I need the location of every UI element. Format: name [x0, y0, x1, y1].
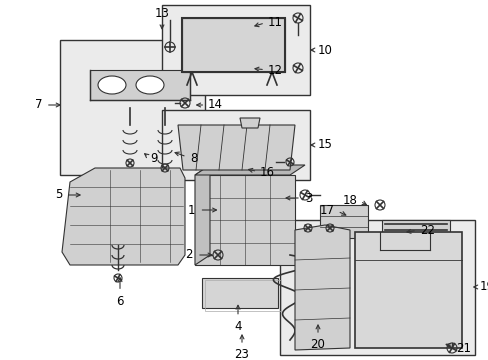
Text: 10: 10	[317, 44, 332, 57]
Polygon shape	[319, 205, 367, 238]
Bar	[280, 220, 474, 355]
Text: 5: 5	[55, 189, 62, 202]
Polygon shape	[178, 125, 294, 170]
Text: 20: 20	[310, 338, 325, 351]
Polygon shape	[62, 168, 184, 265]
Bar	[204, 280, 281, 311]
Polygon shape	[90, 70, 190, 100]
Polygon shape	[195, 165, 209, 265]
Polygon shape	[240, 118, 260, 128]
Text: 7: 7	[35, 99, 42, 112]
Text: 9: 9	[150, 152, 157, 165]
Bar	[202, 278, 278, 308]
Bar	[381, 220, 449, 252]
Text: 8: 8	[190, 152, 197, 165]
Text: 12: 12	[267, 63, 283, 77]
Text: 14: 14	[207, 99, 223, 112]
Ellipse shape	[98, 76, 126, 94]
Text: 11: 11	[267, 15, 283, 28]
Text: 3: 3	[305, 192, 312, 204]
Text: 15: 15	[317, 139, 332, 152]
Text: 13: 13	[154, 7, 169, 20]
Bar	[182, 18, 285, 72]
Text: 1: 1	[187, 203, 195, 216]
Text: 6: 6	[116, 295, 123, 308]
Polygon shape	[294, 225, 349, 350]
Polygon shape	[195, 165, 305, 175]
Text: 18: 18	[343, 194, 357, 207]
Text: 16: 16	[260, 166, 274, 179]
Ellipse shape	[136, 76, 163, 94]
Bar	[162, 110, 309, 180]
Text: 22: 22	[419, 224, 434, 237]
Text: 23: 23	[234, 348, 249, 360]
Bar	[182, 18, 285, 72]
Text: 19: 19	[479, 280, 488, 293]
Bar	[195, 175, 294, 265]
Text: 2: 2	[185, 248, 193, 261]
Text: 4: 4	[234, 320, 241, 333]
Bar	[60, 40, 204, 175]
Text: 17: 17	[319, 203, 334, 216]
Bar	[354, 232, 461, 348]
Bar	[162, 5, 309, 95]
Text: 21: 21	[455, 342, 470, 355]
